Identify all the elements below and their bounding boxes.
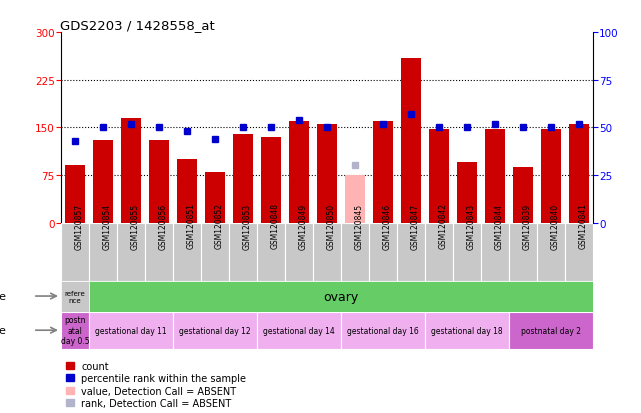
Bar: [565, 223, 593, 281]
Text: GSM120849: GSM120849: [299, 203, 308, 249]
Bar: [345, 176, 365, 223]
Legend: count, percentile rank within the sample, value, Detection Call = ABSENT, rank, : count, percentile rank within the sample…: [66, 361, 246, 408]
Bar: [201, 223, 229, 281]
Bar: [173, 312, 257, 349]
Bar: [121, 119, 141, 223]
Bar: [285, 223, 313, 281]
Text: GSM120854: GSM120854: [103, 203, 112, 249]
Bar: [425, 312, 509, 349]
Text: gestational day 12: gestational day 12: [179, 326, 251, 335]
Text: GSM120855: GSM120855: [131, 203, 140, 249]
Bar: [341, 312, 425, 349]
Bar: [61, 281, 89, 312]
Bar: [257, 312, 341, 349]
Bar: [569, 125, 588, 223]
Text: age: age: [0, 325, 6, 335]
Text: GSM120840: GSM120840: [551, 203, 560, 249]
Bar: [61, 223, 89, 281]
Bar: [205, 172, 225, 223]
Bar: [117, 223, 145, 281]
Bar: [289, 122, 309, 223]
Bar: [373, 122, 393, 223]
Bar: [61, 312, 89, 349]
Bar: [341, 223, 369, 281]
Bar: [261, 138, 281, 223]
Bar: [89, 223, 117, 281]
Text: tissue: tissue: [0, 291, 6, 301]
Text: GSM120851: GSM120851: [187, 203, 196, 249]
Bar: [537, 223, 565, 281]
Text: GSM120857: GSM120857: [75, 203, 84, 249]
Bar: [317, 125, 337, 223]
Text: GSM120842: GSM120842: [439, 203, 448, 249]
Text: GSM120839: GSM120839: [523, 203, 532, 249]
Bar: [177, 160, 197, 223]
Bar: [65, 166, 85, 223]
Text: gestational day 16: gestational day 16: [347, 326, 419, 335]
Text: GSM120841: GSM120841: [579, 203, 588, 249]
Bar: [429, 129, 449, 223]
Bar: [229, 223, 257, 281]
Text: refere
nce: refere nce: [65, 290, 85, 303]
Bar: [313, 223, 341, 281]
Bar: [541, 129, 561, 223]
Text: GSM120845: GSM120845: [355, 203, 364, 249]
Bar: [485, 129, 504, 223]
Bar: [509, 223, 537, 281]
Text: gestational day 11: gestational day 11: [95, 326, 167, 335]
Text: ovary: ovary: [323, 290, 358, 303]
Bar: [425, 223, 453, 281]
Text: gestational day 18: gestational day 18: [431, 326, 503, 335]
Text: GSM120853: GSM120853: [243, 203, 252, 249]
Bar: [173, 223, 201, 281]
Text: gestational day 14: gestational day 14: [263, 326, 335, 335]
Bar: [233, 134, 253, 223]
Bar: [145, 223, 173, 281]
Text: GSM120844: GSM120844: [495, 203, 504, 249]
Text: postn
atal
day 0.5: postn atal day 0.5: [61, 316, 89, 345]
Bar: [481, 223, 509, 281]
Text: GDS2203 / 1428558_at: GDS2203 / 1428558_at: [60, 19, 215, 32]
Bar: [457, 163, 477, 223]
Text: postnatal day 2: postnatal day 2: [521, 326, 581, 335]
Bar: [509, 312, 593, 349]
Bar: [149, 141, 169, 223]
Text: GSM120843: GSM120843: [467, 203, 476, 249]
Text: GSM120856: GSM120856: [159, 203, 168, 249]
Text: GSM120850: GSM120850: [327, 203, 336, 249]
Bar: [397, 223, 425, 281]
Bar: [93, 141, 113, 223]
Bar: [257, 223, 285, 281]
Bar: [401, 58, 420, 223]
Bar: [513, 167, 533, 223]
Text: GSM120846: GSM120846: [383, 203, 392, 249]
Bar: [453, 223, 481, 281]
Bar: [89, 312, 173, 349]
Bar: [369, 223, 397, 281]
Text: GSM120847: GSM120847: [411, 203, 420, 249]
Text: GSM120848: GSM120848: [271, 203, 280, 249]
Text: GSM120852: GSM120852: [215, 203, 224, 249]
